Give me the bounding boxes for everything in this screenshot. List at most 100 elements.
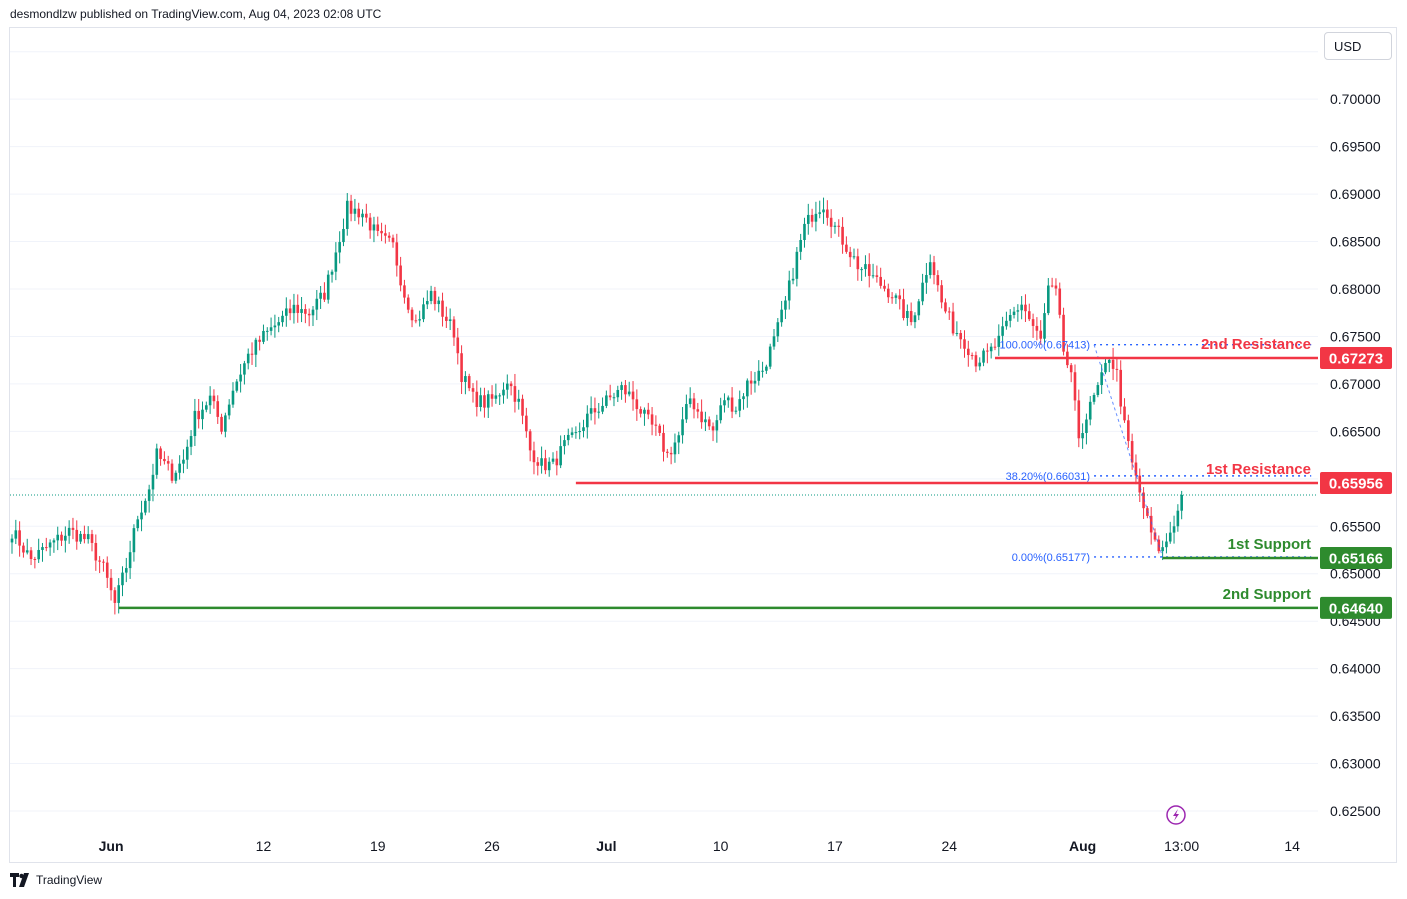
candle-body [330, 271, 334, 275]
candle-body [380, 230, 383, 234]
candle-body [631, 391, 635, 400]
candle-body [627, 391, 631, 395]
candle-body [433, 290, 437, 305]
candle-body [178, 463, 181, 473]
currency-button[interactable]: USD [1324, 32, 1392, 60]
candle-body [185, 446, 189, 460]
candle-body [425, 301, 429, 305]
candle-body [338, 242, 341, 253]
candle-body [951, 311, 955, 334]
candle-body [742, 396, 745, 400]
y-tick-label: 0.63500 [1330, 708, 1381, 724]
candle-body [856, 256, 860, 270]
candle-body [746, 380, 749, 397]
candle-body [479, 395, 482, 408]
candle-body [608, 395, 612, 398]
candle-body [483, 395, 486, 408]
candle-body [506, 383, 509, 390]
candle-body [166, 461, 170, 464]
candle-body [64, 535, 67, 541]
candle-body [326, 274, 330, 300]
candle-body [536, 462, 540, 466]
candle-body [224, 415, 227, 432]
candle-body [700, 411, 703, 423]
candle-body [1085, 419, 1088, 434]
candle-body [928, 262, 932, 276]
y-tick-label: 0.68500 [1330, 234, 1381, 250]
candle-body [605, 395, 608, 406]
candle-body [860, 269, 863, 271]
footer: TradingView [10, 873, 102, 887]
candle-body [738, 399, 742, 411]
candle-body [677, 435, 681, 443]
candle-body [753, 380, 757, 384]
candle-body [254, 339, 258, 355]
candle-body [921, 282, 924, 302]
candle-body [105, 562, 109, 578]
candle-body [319, 292, 322, 299]
level-price-tag [1320, 546, 1392, 569]
candle-body [1111, 359, 1115, 369]
candle-body [1073, 372, 1077, 401]
candle-body [646, 409, 650, 415]
fib-level-label: 0.00%(0.65177) [1012, 552, 1090, 564]
candle-body [128, 552, 132, 569]
candle-body [18, 530, 21, 546]
candle-body [635, 399, 639, 410]
candle-body [464, 376, 467, 382]
candle-body [285, 308, 288, 316]
candle-body [71, 527, 75, 530]
candle-body [989, 346, 993, 352]
candle-body [1165, 541, 1168, 548]
footer-brand[interactable]: TradingView [36, 873, 103, 887]
candle-body [841, 226, 844, 245]
candle-body [90, 534, 94, 543]
level-name-label: 1st Support [1228, 536, 1311, 553]
candle-body [304, 309, 307, 314]
candle-body [959, 333, 962, 340]
candle-body [456, 337, 460, 354]
candle-body [125, 568, 128, 573]
candle-body [418, 319, 421, 321]
candle-body [1096, 385, 1100, 395]
candle-body [361, 213, 364, 218]
candle-body [791, 278, 795, 281]
candle-body [113, 590, 117, 603]
candle-body [704, 419, 707, 423]
candle-body [48, 542, 52, 548]
candle-body [37, 549, 40, 560]
candle-body [681, 419, 684, 436]
candle-body [932, 262, 936, 276]
candle-body [624, 385, 627, 395]
candle-body [852, 256, 856, 258]
candle-body [566, 434, 570, 441]
tradingview-logo-icon[interactable] [10, 873, 32, 887]
lightning-icon[interactable] [1166, 805, 1186, 825]
candle-body [586, 413, 589, 428]
candle-body [1016, 310, 1020, 312]
candle-body [391, 237, 395, 243]
candle-body [879, 276, 882, 286]
candle-body [826, 209, 829, 218]
candle-body [887, 288, 890, 298]
candle-body [765, 366, 768, 371]
y-tick-label: 0.64000 [1330, 661, 1381, 677]
y-tick-label: 0.69500 [1330, 139, 1381, 155]
candle-body [963, 339, 966, 349]
candle-body [60, 534, 63, 541]
candle-body [368, 217, 372, 231]
candle-body [1153, 532, 1157, 540]
candle-body [688, 398, 692, 405]
candle-body [978, 362, 982, 367]
candle-body [589, 408, 593, 414]
candle-body [75, 529, 79, 542]
candle-body [601, 405, 604, 412]
y-tick-label: 0.69000 [1330, 186, 1381, 202]
candle-body [109, 577, 113, 591]
y-tick-label: 0.70000 [1330, 91, 1381, 107]
candle-body [883, 285, 886, 289]
lightning-bolt [1173, 809, 1179, 821]
candle-body [163, 458, 166, 462]
candle-body [83, 533, 86, 540]
